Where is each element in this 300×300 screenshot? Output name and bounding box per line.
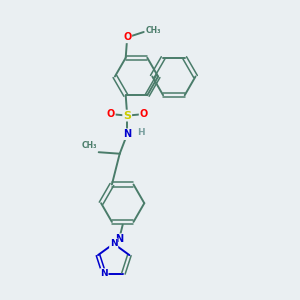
- Text: N: N: [115, 234, 123, 244]
- Text: H: H: [137, 128, 144, 137]
- Text: N: N: [100, 269, 108, 278]
- Text: N: N: [110, 239, 118, 248]
- Text: CH₃: CH₃: [145, 26, 161, 35]
- Text: O: O: [140, 109, 148, 119]
- Text: N: N: [123, 129, 131, 139]
- Text: S: S: [123, 111, 131, 121]
- Text: O: O: [123, 32, 131, 42]
- Text: CH₃: CH₃: [82, 141, 97, 150]
- Text: O: O: [106, 109, 115, 119]
